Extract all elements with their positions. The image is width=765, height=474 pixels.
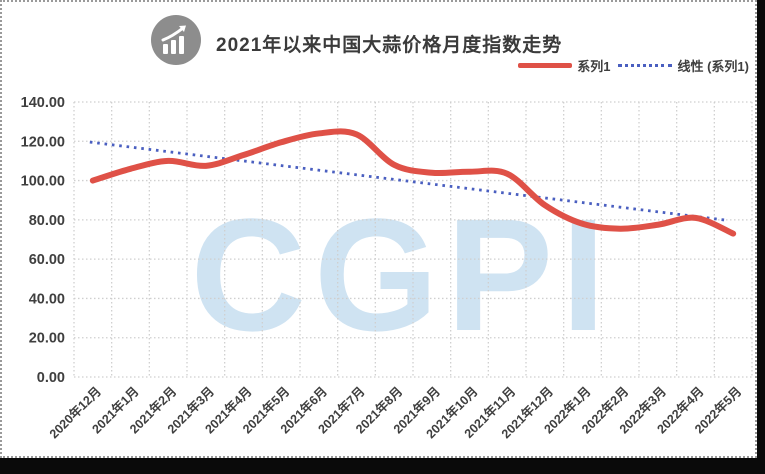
y-tick-label: 0.00	[37, 370, 65, 386]
chart-title: 2021年以来中国大蒜价格月度指数走势	[216, 34, 563, 56]
y-tick-label: 40.00	[29, 291, 65, 307]
chart-object[interactable]: CGPI 140.00 120.00 100.00 80.00 60.00 40.00 20.…	[0, 0, 757, 458]
y-tick-label: 140.00	[21, 95, 65, 111]
x-gridlines	[73, 102, 753, 377]
y-tick-label: 80.00	[29, 213, 65, 229]
chart-increasing-icon	[151, 15, 201, 65]
y-tick-label: 20.00	[29, 331, 65, 347]
legend-series1-label: 系列1	[577, 59, 611, 74]
plot-area[interactable]: CGPI 140.00 120.00 100.00 80.00 60.00 40.00 20.…	[2, 2, 755, 456]
trendline-swatch	[618, 64, 673, 67]
legend-item-trendline[interactable]: 线性 (系列1)	[618, 56, 749, 75]
series1-line[interactable]	[89, 128, 737, 237]
chart-header: 2021年以来中国大蒜价格月度指数走势	[150, 14, 562, 66]
series1-line-swatch	[518, 63, 573, 68]
x-tick-labels: 2020年12月2021年1月2021年2月2021年3月2021年4月2021…	[46, 384, 744, 442]
chart-legend: 系列1 线性 (系列1)	[510, 56, 749, 75]
legend-item-series1[interactable]: 系列1	[518, 56, 610, 75]
y-tick-label: 120.00	[21, 134, 65, 150]
y-tick-label: 100.00	[21, 174, 65, 190]
watermark-text: CGPI	[190, 185, 613, 364]
y-tick-label: 60.00	[29, 252, 65, 268]
legend-trendline-label: 线性 (系列1)	[677, 59, 749, 74]
